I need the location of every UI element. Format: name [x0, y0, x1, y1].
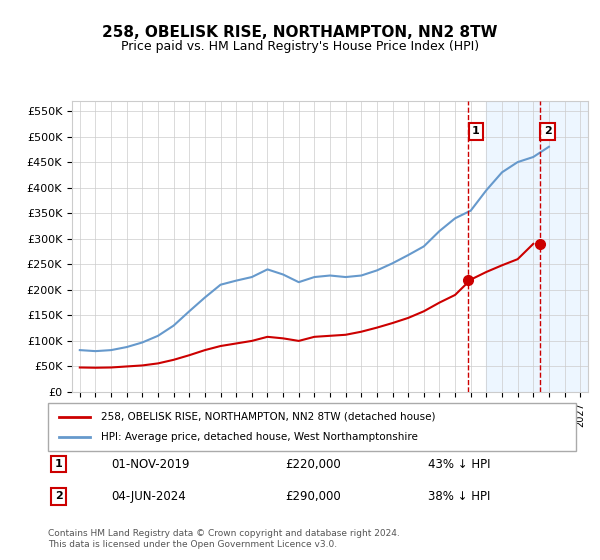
- Text: 38% ↓ HPI: 38% ↓ HPI: [428, 490, 491, 503]
- Text: 1: 1: [472, 127, 480, 137]
- Text: £290,000: £290,000: [286, 490, 341, 503]
- Text: 01-NOV-2019: 01-NOV-2019: [112, 458, 190, 470]
- Text: Contains HM Land Registry data © Crown copyright and database right 2024.
This d: Contains HM Land Registry data © Crown c…: [48, 529, 400, 549]
- Text: 43% ↓ HPI: 43% ↓ HPI: [428, 458, 491, 470]
- Text: £220,000: £220,000: [286, 458, 341, 470]
- Text: HPI: Average price, detached house, West Northamptonshire: HPI: Average price, detached house, West…: [101, 432, 418, 442]
- FancyBboxPatch shape: [48, 403, 576, 451]
- Text: 258, OBELISK RISE, NORTHAMPTON, NN2 8TW: 258, OBELISK RISE, NORTHAMPTON, NN2 8TW: [102, 25, 498, 40]
- Text: 04-JUN-2024: 04-JUN-2024: [112, 490, 186, 503]
- Text: Price paid vs. HM Land Registry's House Price Index (HPI): Price paid vs. HM Land Registry's House …: [121, 40, 479, 53]
- Bar: [487, 101, 588, 392]
- Text: 1: 1: [55, 459, 62, 469]
- Text: 258, OBELISK RISE, NORTHAMPTON, NN2 8TW (detached house): 258, OBELISK RISE, NORTHAMPTON, NN2 8TW …: [101, 412, 436, 422]
- Text: 2: 2: [544, 127, 551, 137]
- Text: 2: 2: [55, 491, 62, 501]
